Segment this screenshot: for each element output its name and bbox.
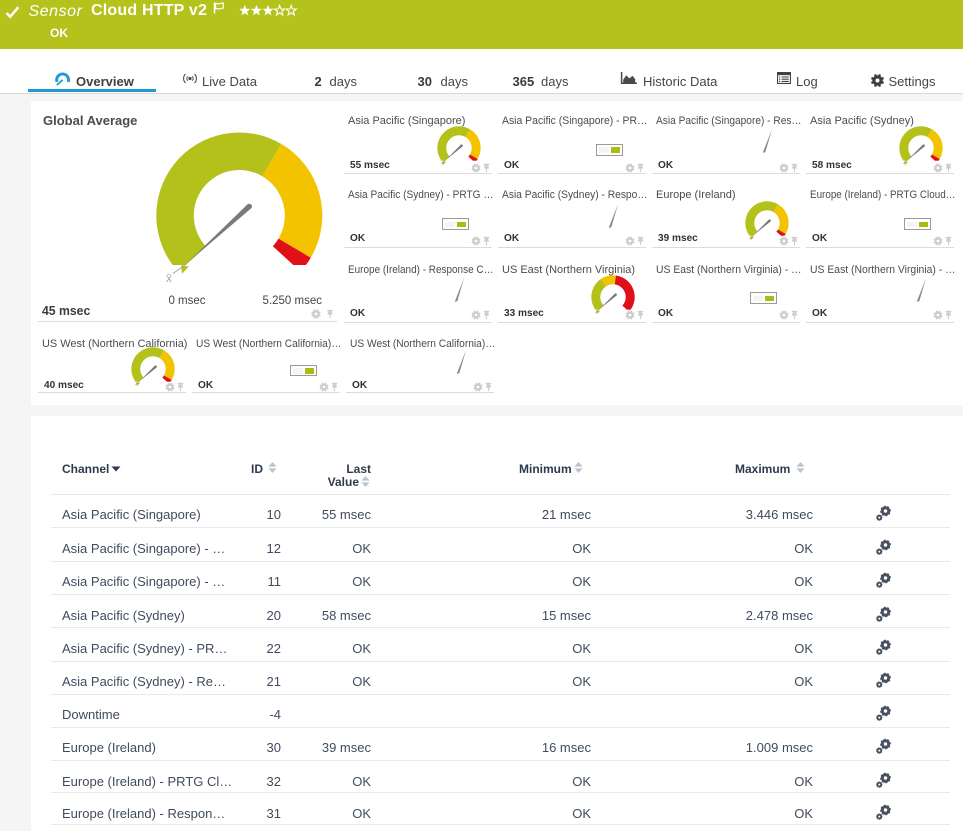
svg-text:x̄: x̄ — [166, 271, 172, 285]
